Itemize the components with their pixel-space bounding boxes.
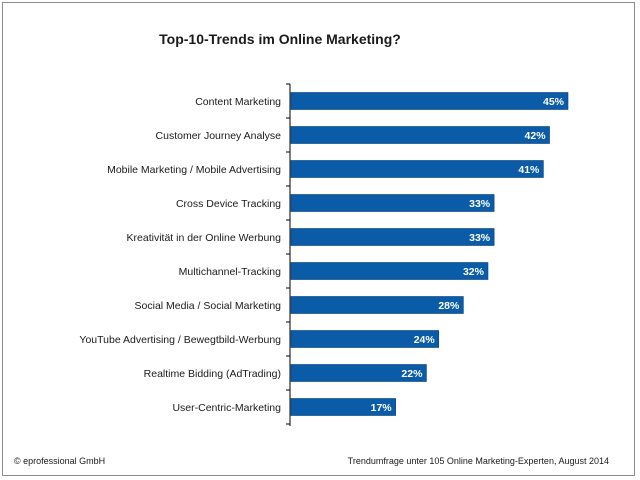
data-label: 45%	[543, 96, 565, 108]
chart-title: Top-10-Trends im Online Marketing?	[159, 31, 401, 47]
data-label: 24%	[414, 334, 436, 346]
data-label: 22%	[401, 368, 423, 380]
copyright-note: © eprofessional GmbH	[14, 456, 106, 466]
source-note: Trendumfrage unter 105 Online Marketing-…	[347, 456, 609, 466]
data-label: 28%	[438, 300, 460, 312]
bar	[290, 364, 427, 382]
bar	[290, 92, 569, 110]
category-label: Kreativität in der Online Werbung	[127, 232, 282, 244]
category-label: Cross Device Tracking	[176, 198, 281, 210]
bar	[290, 228, 495, 246]
category-label: User-Centric-Marketing	[172, 402, 281, 414]
bar	[290, 194, 495, 212]
category-label: Multichannel-Tracking	[179, 266, 281, 278]
data-label: 41%	[518, 164, 540, 176]
category-label: Customer Journey Analyse	[156, 130, 282, 142]
data-label: 32%	[463, 266, 485, 278]
data-label: 33%	[469, 232, 491, 244]
bar	[290, 330, 440, 348]
data-label: 42%	[525, 130, 547, 142]
category-label: YouTube Advertising / Bewegtbild-Werbung	[79, 334, 281, 346]
category-label: Social Media / Social Marketing	[135, 300, 282, 312]
data-label: 33%	[469, 198, 491, 210]
bar	[290, 262, 489, 280]
bar	[290, 296, 464, 314]
data-label: 17%	[371, 402, 393, 414]
category-label: Realtime Bidding (AdTrading)	[144, 368, 281, 380]
bar	[290, 126, 550, 144]
category-label: Mobile Marketing / Mobile Advertising	[107, 164, 281, 176]
bar	[290, 160, 544, 178]
category-label: Content Marketing	[195, 96, 281, 108]
bar	[290, 398, 396, 416]
